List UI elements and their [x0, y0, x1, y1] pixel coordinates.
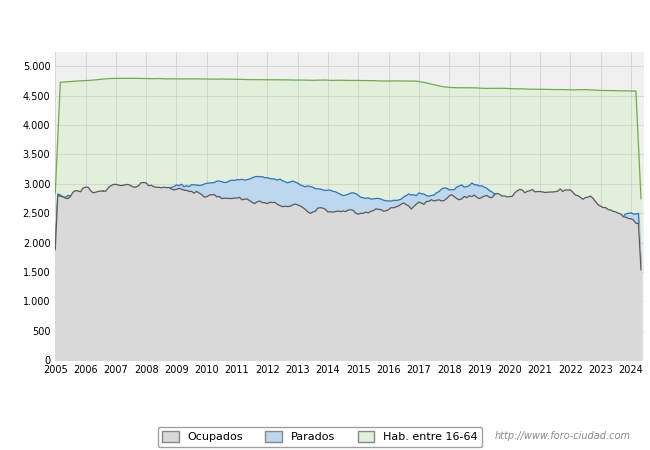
- Legend: Ocupados, Parados, Hab. entre 16-64: Ocupados, Parados, Hab. entre 16-64: [158, 427, 482, 447]
- Text: FORO-CIUDAD.COM: FORO-CIUDAD.COM: [243, 212, 456, 231]
- Text: Fuentes de Andalucía - Evolucion de la poblacion en edad de Trabajar Mayo de 202: Fuentes de Andalucía - Evolucion de la p…: [44, 17, 606, 30]
- Text: http://www.foro-ciudad.com: http://www.foro-ciudad.com: [495, 431, 630, 441]
